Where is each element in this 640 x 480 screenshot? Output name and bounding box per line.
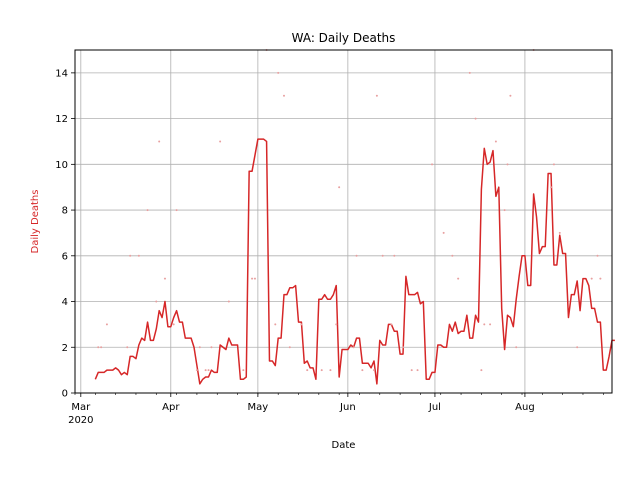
data-point <box>381 254 384 257</box>
y-axis-label: Daily Deaths <box>30 190 41 254</box>
data-point <box>158 140 161 143</box>
data-point <box>550 186 553 189</box>
data-point <box>596 254 599 257</box>
x-tick-label: Jul <box>428 402 441 413</box>
data-point <box>393 254 396 257</box>
data-point <box>277 71 280 74</box>
data-point <box>320 369 323 372</box>
data-point <box>195 369 198 372</box>
data-point <box>576 346 579 349</box>
ticks-layer: Mar 2020 Apr May Jun Jul Aug 0 2 4 6 8 10 12 14 <box>55 68 604 426</box>
data-point <box>126 346 129 349</box>
x-tick-label: Apr <box>162 402 180 413</box>
data-point <box>352 346 355 349</box>
x-tick-label: Jun <box>339 402 356 413</box>
data-point <box>361 369 364 372</box>
data-point <box>329 369 332 372</box>
data-point <box>410 369 413 372</box>
data-point <box>503 209 506 212</box>
series-line <box>94 138 615 385</box>
data-point <box>204 369 207 372</box>
data-point <box>242 369 245 372</box>
x-tick-sublabel: 2020 <box>68 415 93 426</box>
data-point <box>451 254 454 257</box>
data-point <box>431 163 434 166</box>
x-tick-label: Aug <box>515 402 535 413</box>
data-point <box>227 300 230 303</box>
data-point <box>515 346 518 349</box>
data-point <box>402 346 405 349</box>
data-point <box>172 323 175 326</box>
data-point <box>163 277 166 280</box>
data-point <box>468 71 471 74</box>
data-point <box>251 277 254 280</box>
grid <box>75 50 612 394</box>
y-tick-label: 0 <box>62 389 68 400</box>
data-point <box>442 231 445 234</box>
chart-title: WA: Daily Deaths <box>292 31 396 45</box>
data-point <box>599 277 602 280</box>
data-point <box>457 277 460 280</box>
data-point <box>100 346 103 349</box>
y-tick-label: 10 <box>55 160 68 171</box>
data-point <box>207 369 210 372</box>
data-point <box>489 323 492 326</box>
data-point <box>129 254 132 257</box>
data-point <box>552 163 555 166</box>
data-point <box>474 117 477 120</box>
data-point <box>416 369 419 372</box>
data-point <box>253 277 256 280</box>
data-point <box>335 323 338 326</box>
data-point <box>288 346 291 349</box>
data-point <box>372 369 375 372</box>
data-point <box>558 231 561 234</box>
data-point <box>355 254 358 257</box>
data-point <box>137 254 140 257</box>
data-point <box>375 94 378 97</box>
y-tick-label: 4 <box>62 297 68 308</box>
x-axis-label: Date <box>332 440 356 451</box>
data-point <box>210 346 213 349</box>
data-point <box>219 140 222 143</box>
data-point <box>146 209 149 212</box>
data-point <box>390 323 393 326</box>
y-tick-label: 2 <box>62 343 68 354</box>
data-point <box>483 323 486 326</box>
x-tick-label: May <box>248 402 269 413</box>
data-point <box>480 369 483 372</box>
data-point <box>274 323 277 326</box>
y-tick-label: 12 <box>55 114 68 125</box>
series-layer <box>94 49 615 385</box>
data-point <box>282 94 285 97</box>
data-point <box>198 346 201 349</box>
data-point <box>509 94 512 97</box>
data-point <box>590 277 593 280</box>
data-point <box>494 140 497 143</box>
data-point <box>105 323 108 326</box>
y-tick-label: 6 <box>62 251 68 262</box>
y-tick-label: 14 <box>55 68 68 79</box>
plot-frame <box>74 49 613 394</box>
data-point <box>300 323 303 326</box>
data-point <box>506 163 509 166</box>
data-point <box>155 300 158 303</box>
data-point <box>338 186 341 189</box>
data-point <box>97 346 100 349</box>
x-tick-label: Mar <box>71 402 91 413</box>
y-tick-label: 8 <box>62 206 68 217</box>
data-point <box>306 369 309 372</box>
data-point <box>175 209 178 212</box>
